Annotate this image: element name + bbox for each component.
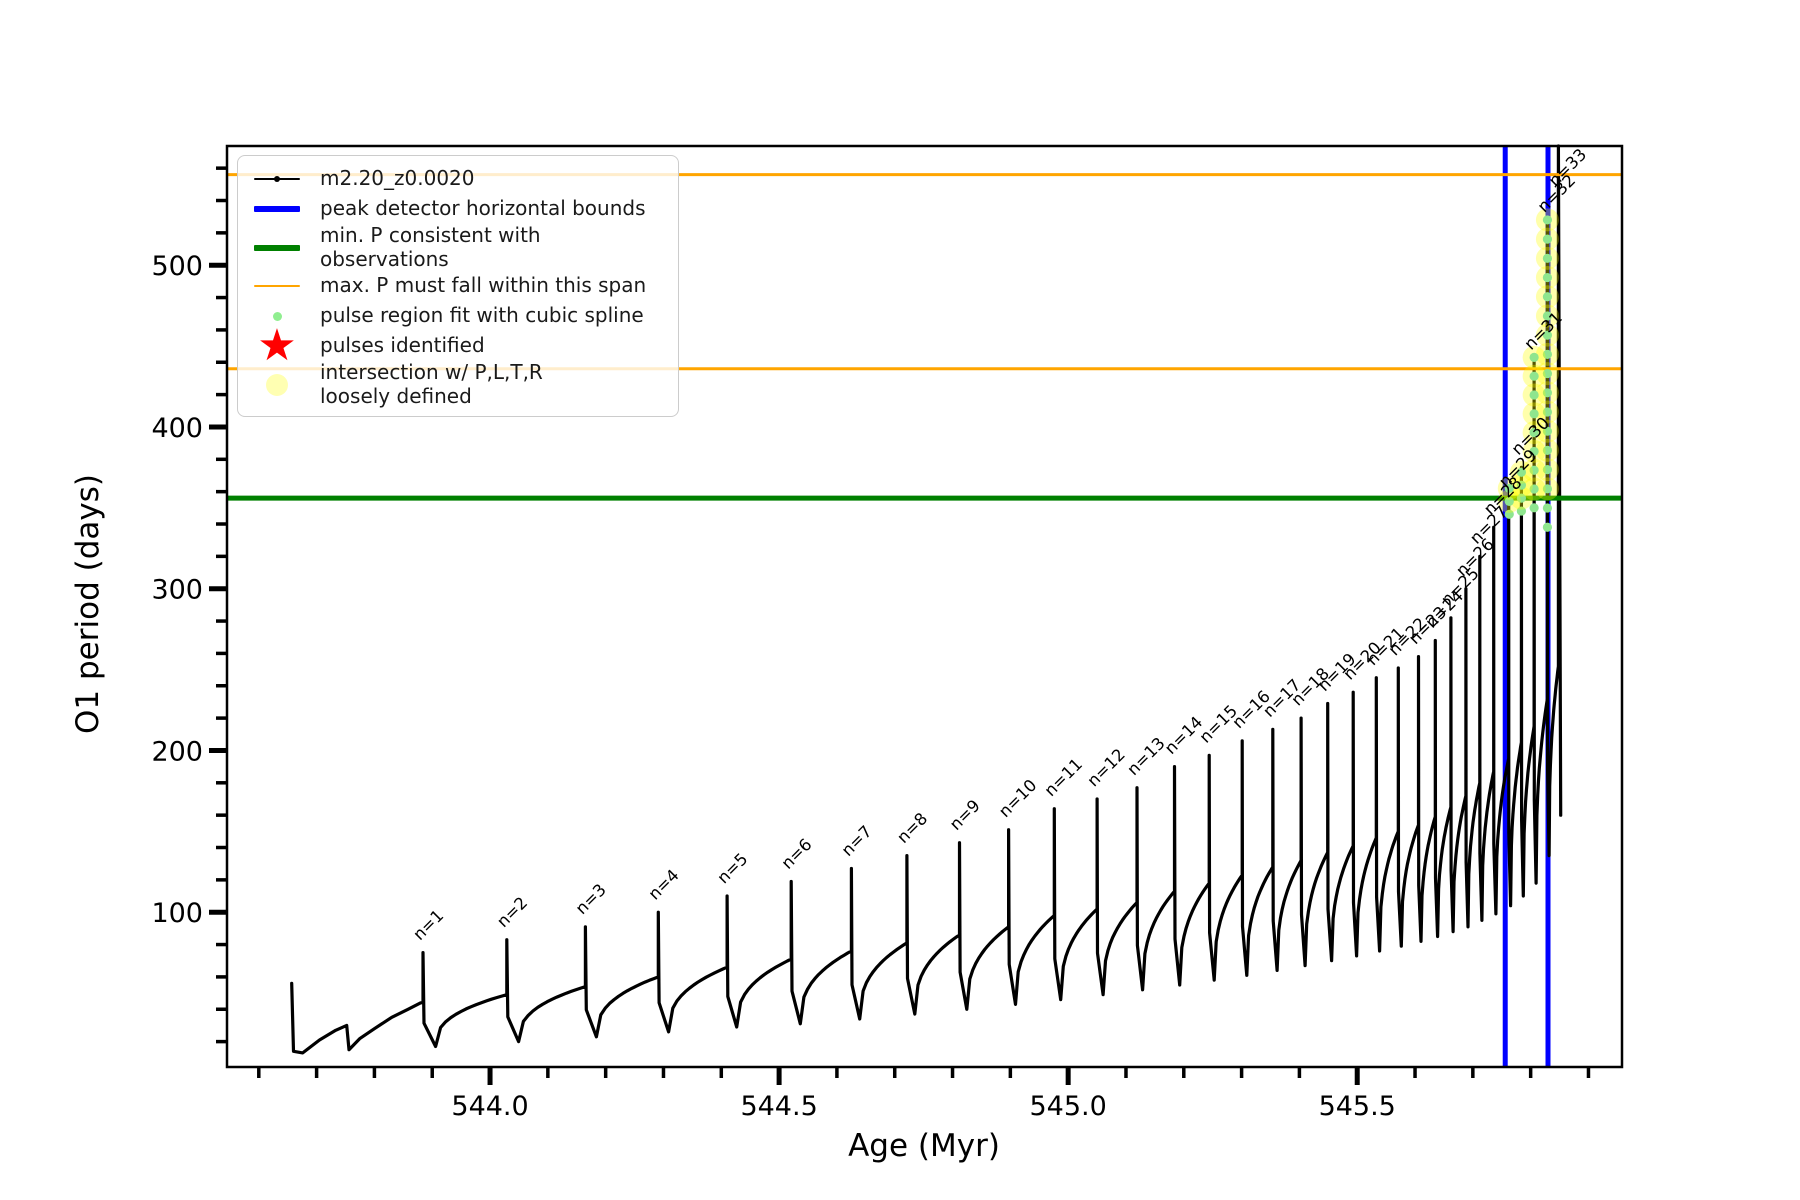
line-swatch [248, 206, 306, 212]
spline-fit-dot [1516, 480, 1527, 490]
spline-dot-cluster-4 [1497, 476, 1521, 519]
x-tick-label-545.0: 545.0 [1030, 1091, 1107, 1122]
spline-fit-dot [1542, 445, 1553, 456]
faint-yellow-dot-icon [266, 373, 288, 396]
spline-fit-dot [1542, 253, 1553, 263]
spline-dot-cluster-1 [1535, 208, 1559, 532]
spline-dot-cluster-3 [1509, 460, 1533, 516]
spline-fit-dot [1542, 272, 1553, 283]
green-dot-icon [272, 311, 282, 321]
spline-fit-dot [1529, 465, 1539, 475]
axis-ticks [209, 166, 1591, 1085]
spline-fit-dot [1542, 388, 1553, 398]
spline-fit-dot [1542, 426, 1553, 436]
thick-line-icon [254, 206, 300, 212]
spline-fit-dot [1504, 483, 1514, 494]
spline-fit-dot [1542, 349, 1553, 359]
spline-fit-dot [1542, 215, 1553, 225]
legend-item-label: peak detector horizontal bounds [320, 196, 646, 221]
thick-line-icon [254, 244, 300, 251]
legend-item-label: max. P must fall within this span [320, 273, 647, 298]
spline-fit-dot [1529, 428, 1539, 438]
spline-fit-dot [1529, 390, 1539, 400]
pulse-label-8: n=8 [893, 809, 931, 847]
pulse-label-12: n=12 [1083, 745, 1128, 790]
spline-fit-dot [1529, 371, 1539, 381]
spline-dot-swatch [248, 311, 306, 321]
y-tick-label-300: 300 [151, 575, 203, 606]
pulse-label-4: n=4 [645, 866, 683, 904]
dot-marker-icon [274, 176, 280, 182]
pulse-label-2: n=2 [493, 893, 531, 931]
spline-fit-dot [1542, 407, 1553, 417]
pulse-star-swatch: ★ [248, 320, 306, 372]
legend-item-label: m2.20_z0.0020 [320, 166, 475, 191]
pulse-label-11: n=11 [1041, 755, 1086, 800]
intersection-dot-swatch [248, 373, 306, 396]
legend-item-2: peak detector horizontal bounds [248, 194, 664, 224]
x-axis-label: Age (Myr) [848, 1128, 1000, 1164]
y-tick-label-100: 100 [151, 898, 203, 929]
legend-item-label: min. P consistent with observations [320, 223, 541, 271]
legend-item-3: min. P consistent with observations [248, 223, 664, 271]
spline-fit-dot [1504, 496, 1514, 506]
spline-fit-dot [1542, 311, 1553, 321]
spline-fit-dot [1542, 522, 1553, 532]
spline-fit-dot [1542, 292, 1553, 302]
legend-item-label: pulse region fit with cubic spline [320, 303, 644, 328]
y-tick-label-400: 400 [151, 413, 203, 444]
spline-fit-dot [1529, 484, 1539, 494]
pulse-label-6: n=6 [778, 835, 816, 873]
y-tick-label-500: 500 [151, 251, 203, 282]
legend-item-7: intersection w/ P,L,T,R loosely defined [248, 360, 664, 408]
spline-fit-dot [1529, 503, 1539, 513]
x-tick-label-544.0: 544.0 [451, 1091, 528, 1122]
spline-fit-dot [1542, 503, 1553, 513]
pulse-label-10: n=10 [995, 776, 1040, 821]
line-swatch [248, 244, 306, 251]
pulse-label-13: n=13 [1123, 734, 1168, 779]
legend-item-6: ★ pulses identified [248, 320, 664, 372]
pulse-label-3: n=3 [572, 880, 610, 918]
spline-fit-dot [1529, 352, 1539, 363]
x-tick-label-544.5: 544.5 [740, 1091, 817, 1122]
spline-fit-dot [1504, 509, 1514, 519]
y-tick-label-200: 200 [151, 736, 203, 767]
pulse-label-9: n=9 [946, 796, 984, 834]
legend-item-1: m2.20_z0.0020 [248, 164, 664, 194]
axes-frame [225, 144, 1624, 1069]
pulse-label-5: n=5 [713, 849, 751, 887]
spline-fit-dot [1516, 506, 1527, 516]
legend-item-label: intersection w/ P,L,T,R loosely defined [320, 360, 543, 408]
legend-item-label: pulses identified [320, 333, 485, 358]
spline-fit-dot [1529, 446, 1539, 457]
pulse-label-7: n=7 [838, 822, 876, 860]
spline-fit-dot [1542, 484, 1553, 494]
spline-fit-dot [1542, 368, 1553, 379]
pulse-label-1: n=1 [409, 906, 447, 944]
line-icon [254, 284, 300, 288]
spline-fit-dot [1542, 330, 1553, 340]
series-line-swatch [248, 174, 306, 184]
red-star-icon: ★ [257, 320, 297, 372]
spline-fit-dot [1529, 409, 1539, 419]
y-axis-label: O1 period (days) [70, 474, 106, 734]
line-swatch [248, 284, 306, 288]
spline-fit-dot [1542, 465, 1553, 475]
spline-dot-cluster-2 [1522, 345, 1546, 513]
spline-fit-dot [1516, 493, 1527, 503]
legend-item-4: max. P must fall within this span [248, 271, 664, 301]
x-tick-label-545.5: 545.5 [1319, 1091, 1396, 1122]
period-evolution-curve [290, 144, 1563, 1055]
spline-fit-dot [1516, 467, 1527, 477]
legend-item-5: pulse region fit with cubic spline [248, 301, 664, 331]
spline-fit-dot [1542, 234, 1553, 244]
